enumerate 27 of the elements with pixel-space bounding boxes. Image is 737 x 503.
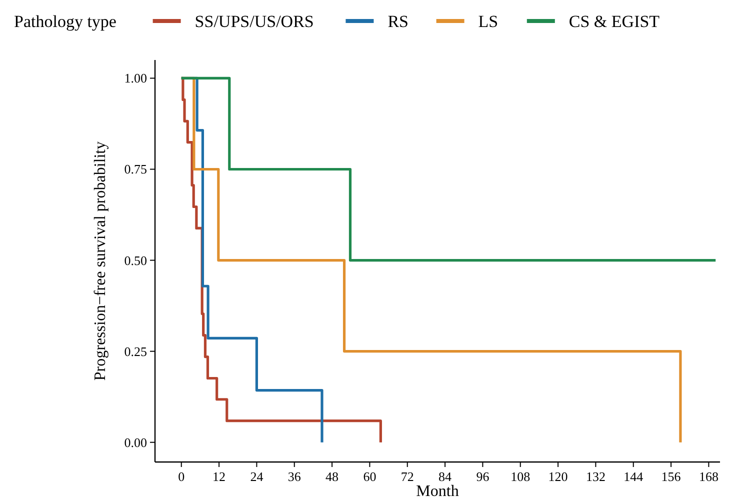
legend-label: SS/UPS/US/ORS <box>194 12 314 31</box>
x-tick-label: 156 <box>661 469 682 484</box>
x-tick-label: 12 <box>212 469 226 484</box>
legend-label: RS <box>388 12 408 31</box>
x-tick-label: 72 <box>400 469 414 484</box>
legend-label: LS <box>478 12 498 31</box>
x-tick-label: 48 <box>326 469 339 484</box>
x-tick-label: 168 <box>698 469 718 484</box>
x-tick-label: 36 <box>288 469 302 484</box>
x-tick-label: 96 <box>476 469 490 484</box>
legend-title: Pathology type <box>14 12 116 31</box>
x-axis-title: Month <box>416 483 459 500</box>
x-tick-label: 60 <box>363 469 376 484</box>
x-tick-label: 84 <box>438 469 452 484</box>
y-axis-title: Progression−free survival probability <box>92 141 109 381</box>
x-tick-label: 120 <box>548 469 568 484</box>
y-tick-label: 0.75 <box>124 162 147 177</box>
x-tick-label: 108 <box>510 469 530 484</box>
y-tick-label: 1.00 <box>124 70 147 86</box>
y-tick-label: 0.25 <box>124 344 147 359</box>
x-tick-label: 132 <box>586 469 606 484</box>
x-tick-label: 24 <box>250 469 264 484</box>
y-tick-label: 0.00 <box>124 434 147 450</box>
x-tick-label: 0 <box>178 469 185 484</box>
legend-label: CS & EGIST <box>568 12 660 31</box>
y-tick-label: 0.50 <box>124 252 147 268</box>
x-tick-label: 144 <box>624 469 644 484</box>
